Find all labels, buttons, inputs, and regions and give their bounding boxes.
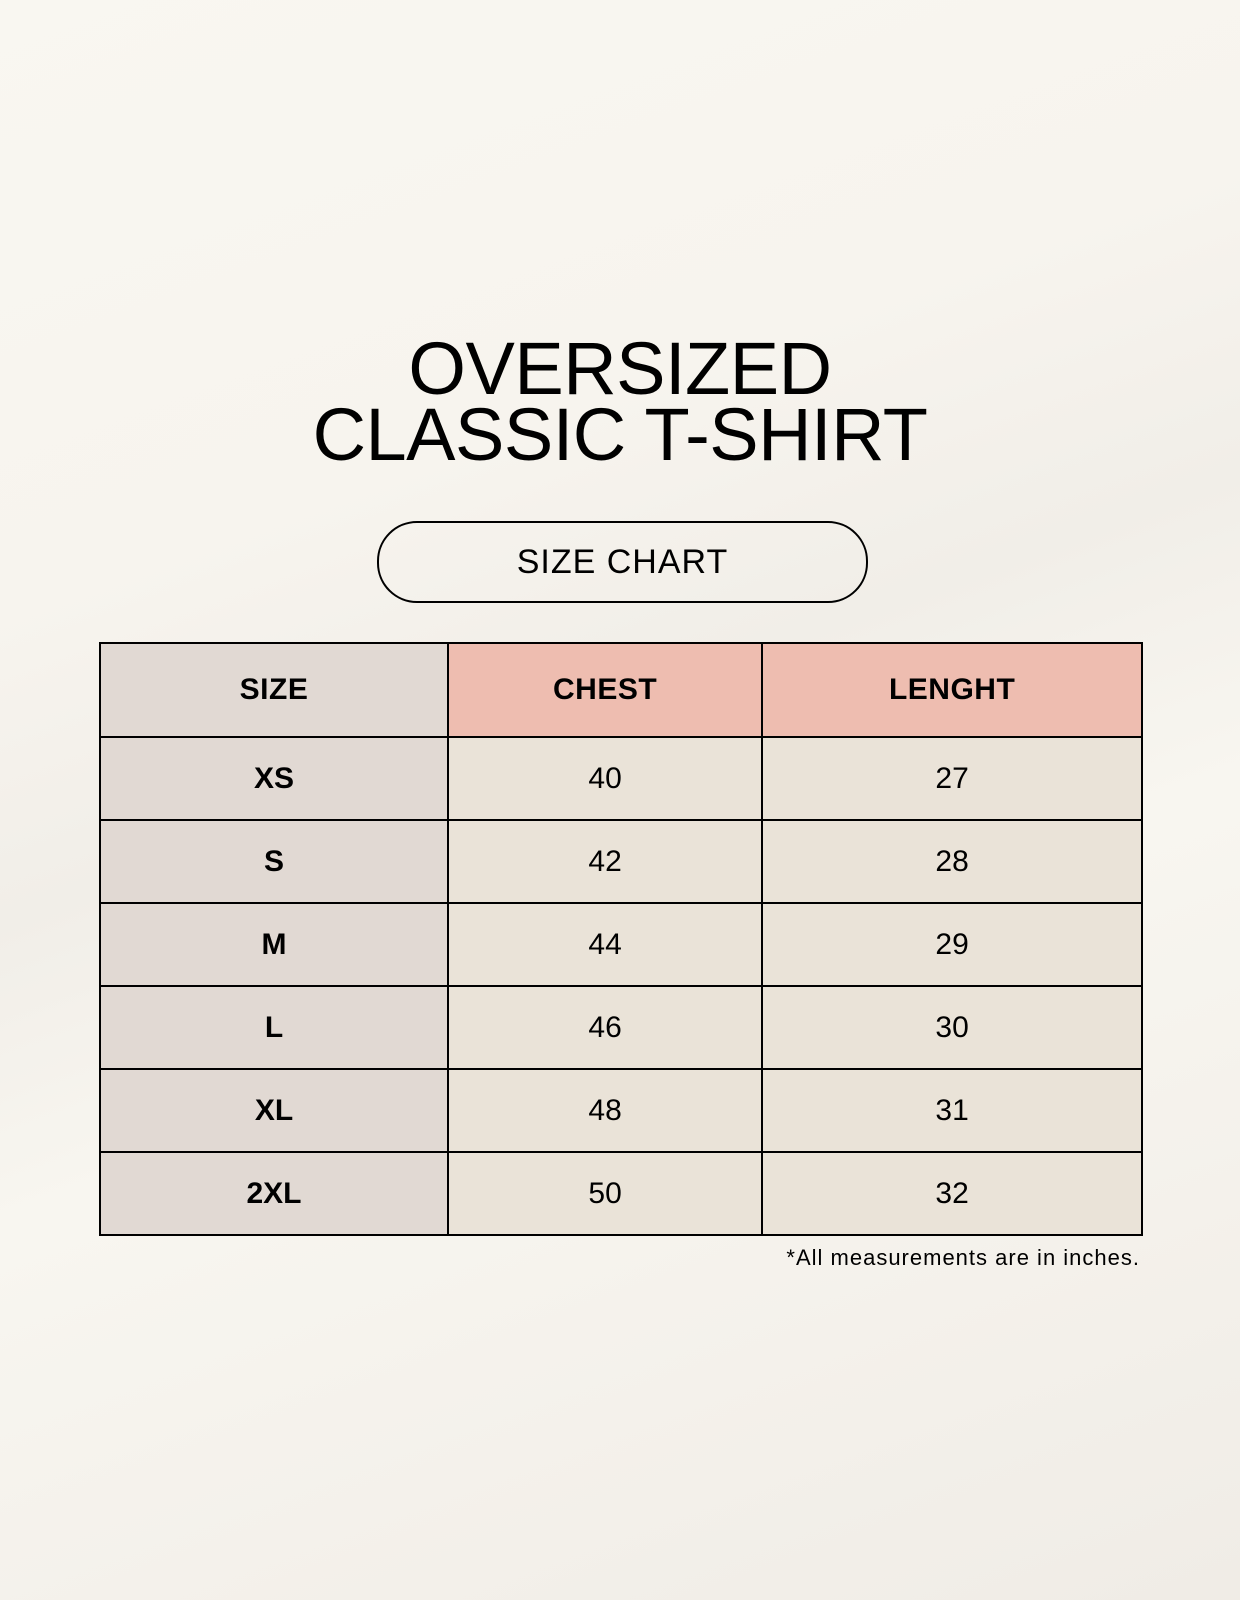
cell-chest: 44 — [446, 902, 764, 987]
table-row: XL 48 31 — [99, 1068, 1143, 1153]
cell-size: XL — [99, 1068, 449, 1153]
cell-length: 32 — [761, 1151, 1143, 1236]
cell-size: XS — [99, 736, 449, 821]
cell-size: L — [99, 985, 449, 1070]
cell-length: 31 — [761, 1068, 1143, 1153]
header-chest: CHEST — [446, 642, 764, 738]
cell-chest: 40 — [446, 736, 764, 821]
cell-chest: 42 — [446, 819, 764, 904]
cell-size: 2XL — [99, 1151, 449, 1236]
cell-size: S — [99, 819, 449, 904]
table-row: M 44 29 — [99, 902, 1143, 987]
page-title: OVERSIZED CLASSIC T-SHIRT — [0, 327, 1240, 476]
footnote: *All measurements are in inches. — [786, 1245, 1140, 1270]
table-header-row: SIZE CHEST LENGHT — [99, 642, 1143, 738]
table-row: S 42 28 — [99, 819, 1143, 904]
title-line-2: CLASSIC T-SHIRT — [312, 393, 928, 476]
header-length: LENGHT — [761, 642, 1143, 738]
cell-length: 29 — [761, 902, 1143, 987]
cell-chest: 48 — [446, 1068, 764, 1153]
header-size: SIZE — [99, 642, 449, 738]
table-row: 2XL 50 32 — [99, 1151, 1143, 1236]
cell-length: 28 — [761, 819, 1143, 904]
size-table: SIZE CHEST LENGHT XS 40 27 S 42 28 M 44 29 L 46 30 X… — [99, 642, 1143, 1236]
table-row: L 46 30 — [99, 985, 1143, 1070]
table-row: XS 40 27 — [99, 736, 1143, 821]
cell-length: 27 — [761, 736, 1143, 821]
size-chart-badge: SIZE CHART — [377, 521, 868, 603]
title-line-1: OVERSIZED — [408, 327, 832, 410]
cell-chest: 50 — [446, 1151, 764, 1236]
cell-length: 30 — [761, 985, 1143, 1070]
cell-chest: 46 — [446, 985, 764, 1070]
cell-size: M — [99, 902, 449, 987]
